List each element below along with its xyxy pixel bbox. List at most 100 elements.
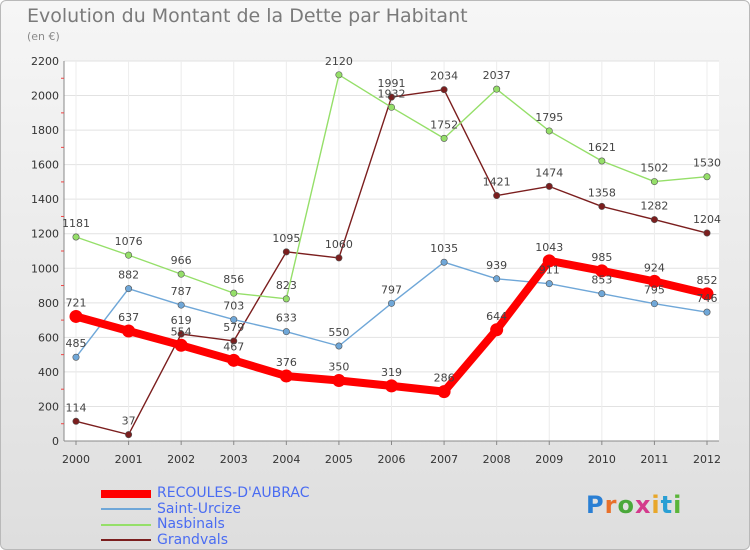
chart-title: Evolution du Montant de la Dette par Hab… xyxy=(27,5,468,27)
legend-item: RECOULES-D'AUBRAC xyxy=(101,485,310,501)
data-point xyxy=(493,192,501,200)
data-label: 485 xyxy=(66,337,87,350)
data-label: 114 xyxy=(66,401,87,414)
data-point xyxy=(598,290,606,298)
data-label: 1421 xyxy=(483,176,511,189)
data-point xyxy=(387,93,395,101)
data-point xyxy=(703,229,711,237)
data-label: 787 xyxy=(171,285,192,298)
data-label: 856 xyxy=(223,273,244,286)
data-label: 1282 xyxy=(640,200,668,213)
data-point xyxy=(703,173,711,181)
data-point xyxy=(490,323,504,337)
data-label: 286 xyxy=(434,372,455,385)
data-label: 939 xyxy=(486,259,507,272)
data-point xyxy=(230,337,238,345)
y-tick-label: 1600 xyxy=(31,159,59,172)
data-label: 721 xyxy=(66,296,87,309)
data-label: 703 xyxy=(223,300,244,313)
data-point xyxy=(335,342,343,350)
data-label: 985 xyxy=(591,251,612,264)
y-tick-label: 2200 xyxy=(31,55,59,68)
data-label: 1752 xyxy=(430,118,458,131)
x-tick-label: 2010 xyxy=(588,453,616,466)
data-label: 1043 xyxy=(535,241,563,254)
data-label: 1035 xyxy=(430,242,458,255)
data-label: 2037 xyxy=(483,69,511,82)
data-label: 795 xyxy=(644,284,665,297)
logo-letter: i xyxy=(673,491,683,519)
data-point xyxy=(125,431,133,439)
data-point xyxy=(385,379,398,393)
legend-label: Grandvals xyxy=(157,531,228,548)
data-point xyxy=(493,275,501,283)
data-label: 376 xyxy=(276,356,297,369)
data-label: 1076 xyxy=(115,235,143,248)
y-tick-label: 2000 xyxy=(31,90,59,103)
data-label: 637 xyxy=(118,311,139,324)
x-tick-label: 2012 xyxy=(693,453,721,466)
data-point xyxy=(598,202,606,210)
data-point xyxy=(335,71,343,79)
legend-label: RECOULES-D'AUBRAC xyxy=(157,484,310,501)
data-point xyxy=(335,254,343,262)
y-tick-label: 0 xyxy=(52,435,59,448)
data-point xyxy=(174,338,188,352)
legend-swatch xyxy=(101,523,151,526)
data-point xyxy=(230,289,238,297)
data-point xyxy=(703,308,711,316)
data-point xyxy=(440,134,448,142)
x-tick-label: 2007 xyxy=(430,453,458,466)
logo-letter: r xyxy=(604,491,618,519)
data-label: 467 xyxy=(223,340,244,353)
data-label: 1060 xyxy=(325,238,353,251)
logo-letter: t xyxy=(660,491,674,519)
data-point xyxy=(493,85,501,93)
data-point xyxy=(387,299,395,307)
x-tick-label: 2005 xyxy=(325,453,353,466)
data-point xyxy=(282,248,290,256)
x-tick-label: 2001 xyxy=(115,453,143,466)
y-tick-label: 1000 xyxy=(31,262,59,275)
data-point xyxy=(545,127,553,135)
data-point xyxy=(700,287,714,301)
x-tick-label: 2011 xyxy=(640,453,668,466)
data-point xyxy=(647,274,661,288)
data-label: 633 xyxy=(276,312,297,325)
data-label: 2120 xyxy=(325,55,353,68)
data-point xyxy=(279,369,293,383)
legend-swatch xyxy=(101,489,151,498)
data-label: 966 xyxy=(171,254,192,267)
data-label: 853 xyxy=(591,274,612,287)
data-point xyxy=(72,233,80,241)
data-label: 2034 xyxy=(430,70,458,83)
data-point xyxy=(545,182,553,190)
legend: RECOULES-D'AUBRAC Saint-Urcize Nasbinals Gr… xyxy=(101,485,310,547)
data-label: 554 xyxy=(171,325,192,338)
data-point xyxy=(125,285,133,293)
data-point xyxy=(230,316,238,324)
chart-subtitle: (en €) xyxy=(27,30,60,43)
data-label: 1502 xyxy=(640,162,668,175)
x-tick-label: 2008 xyxy=(483,453,511,466)
data-point xyxy=(440,86,448,94)
data-point xyxy=(332,374,346,388)
x-tick-label: 2006 xyxy=(378,453,406,466)
data-point xyxy=(650,216,658,224)
data-point xyxy=(72,353,80,361)
data-point xyxy=(387,103,395,111)
data-label: 619 xyxy=(171,314,192,327)
data-point xyxy=(177,301,185,309)
legend-item: Nasbinals xyxy=(101,516,310,532)
logo-letter: P xyxy=(586,491,605,519)
x-tick-label: 2002 xyxy=(167,453,195,466)
data-point xyxy=(598,157,606,165)
data-label: 644 xyxy=(486,310,507,323)
x-tick-label: 2003 xyxy=(220,453,248,466)
data-point xyxy=(72,417,80,425)
data-point xyxy=(227,353,241,367)
data-label: 1991 xyxy=(378,77,406,90)
data-point xyxy=(440,258,448,266)
